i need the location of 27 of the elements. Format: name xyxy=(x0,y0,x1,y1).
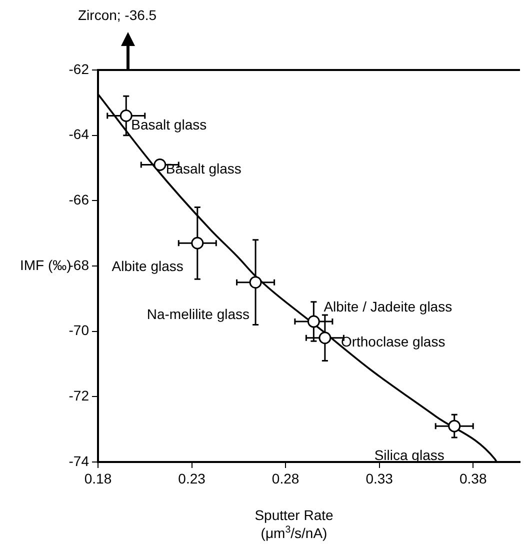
annotation: Orthoclase glass xyxy=(340,334,446,350)
x-tick-label: 0.28 xyxy=(272,470,300,486)
point xyxy=(318,332,332,344)
x-tick-label: 0.38 xyxy=(459,470,487,486)
annotation: Basalt glass xyxy=(131,116,207,133)
y-axis-title: IMF (‰) xyxy=(20,256,72,273)
y-tick-label: -72 xyxy=(68,388,90,404)
point xyxy=(154,158,166,171)
y-tick-label: -68 xyxy=(68,256,90,273)
text: Zircon; -36.5 xyxy=(78,6,157,23)
y-tick-label: -64 xyxy=(68,126,90,142)
annotation: Na-melilite glass xyxy=(146,306,250,322)
y-tick-label: -70 xyxy=(68,322,90,338)
annotation: Silica glass xyxy=(374,446,444,463)
y-tick-label: -62 xyxy=(68,60,90,77)
x-tick-label: 0.23 xyxy=(178,470,206,486)
x-tick-label: 0.18 xyxy=(84,470,112,486)
annotation: Albite glass xyxy=(112,258,184,274)
x-tick-label: 0.33 xyxy=(366,470,394,486)
point xyxy=(191,236,204,250)
y-tick-label: -74 xyxy=(68,452,90,469)
annotation: Albite / Jadeite glass xyxy=(324,298,452,314)
point xyxy=(307,315,320,328)
point xyxy=(249,276,262,289)
y-tick-label: -66 xyxy=(68,192,90,208)
point xyxy=(448,420,461,432)
point xyxy=(120,109,132,122)
